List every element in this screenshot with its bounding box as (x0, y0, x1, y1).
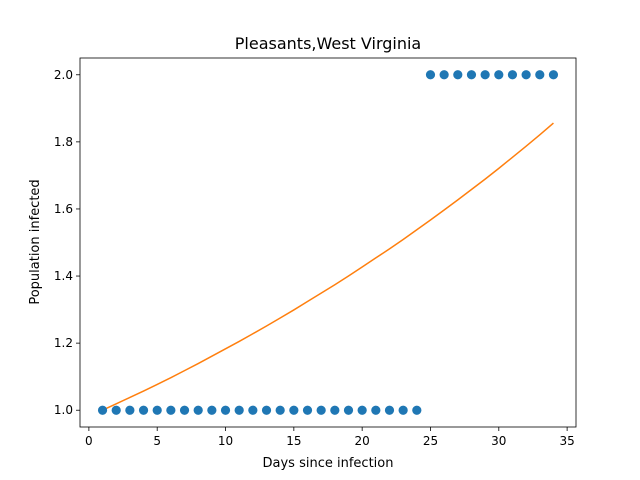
x-tick-label: 5 (153, 434, 161, 448)
data-point (207, 405, 217, 415)
data-point (261, 405, 272, 415)
data-point (466, 70, 477, 80)
data-point (330, 405, 340, 415)
y-tick-label: 1.4 (54, 269, 73, 283)
data-point (193, 405, 203, 415)
data-point (548, 70, 559, 80)
data-point (97, 405, 108, 415)
data-point (343, 405, 354, 415)
data-point (480, 70, 490, 80)
data-point (111, 405, 121, 415)
data-point (398, 405, 408, 415)
axis-ticks: 0 5 10 15 20 25 30 35 1.0 1.2 1.4 1.6 1.8 2.0 (54, 68, 575, 448)
x-tick-label: 0 (85, 434, 93, 448)
chart-title: Pleasants,West Virginia (235, 34, 421, 53)
data-point (425, 70, 436, 80)
data-point (275, 405, 285, 415)
data-point (138, 405, 149, 415)
data-point (166, 405, 176, 415)
data-point (248, 405, 258, 415)
x-tick-label: 20 (355, 434, 370, 448)
data-point (316, 405, 326, 415)
data-point (357, 405, 367, 415)
data-point (234, 405, 244, 415)
fit-curve (102, 122, 554, 411)
data-point (439, 70, 449, 80)
data-point (220, 405, 231, 415)
data-point (289, 405, 299, 415)
x-tick-label: 35 (559, 434, 574, 448)
x-tick-label: 10 (218, 434, 233, 448)
y-tick-label: 1.6 (54, 202, 73, 216)
data-point (384, 405, 395, 415)
x-tick-label: 25 (423, 434, 438, 448)
data-point (535, 70, 545, 80)
x-axis-label: Days since infection (263, 456, 394, 471)
data-point (302, 405, 313, 415)
x-tick-label: 15 (286, 434, 301, 448)
data-point (179, 405, 190, 415)
fit-curve-layer (102, 122, 554, 411)
data-point (494, 70, 504, 80)
x-tick-label: 30 (491, 434, 506, 448)
y-tick-label: 1.2 (54, 336, 73, 350)
y-tick-label: 2.0 (54, 68, 73, 82)
data-point (412, 405, 422, 415)
plot-frame (79, 57, 577, 428)
data-point (521, 70, 531, 80)
data-point (371, 405, 381, 415)
data-point (453, 70, 463, 80)
data-point (125, 405, 135, 415)
y-tick-label: 1.0 (54, 403, 73, 417)
data-points-layer (97, 70, 559, 415)
data-point (507, 70, 518, 80)
data-point (152, 405, 162, 415)
y-tick-label: 1.8 (54, 135, 73, 149)
y-axis-label: Population infected (28, 179, 43, 304)
